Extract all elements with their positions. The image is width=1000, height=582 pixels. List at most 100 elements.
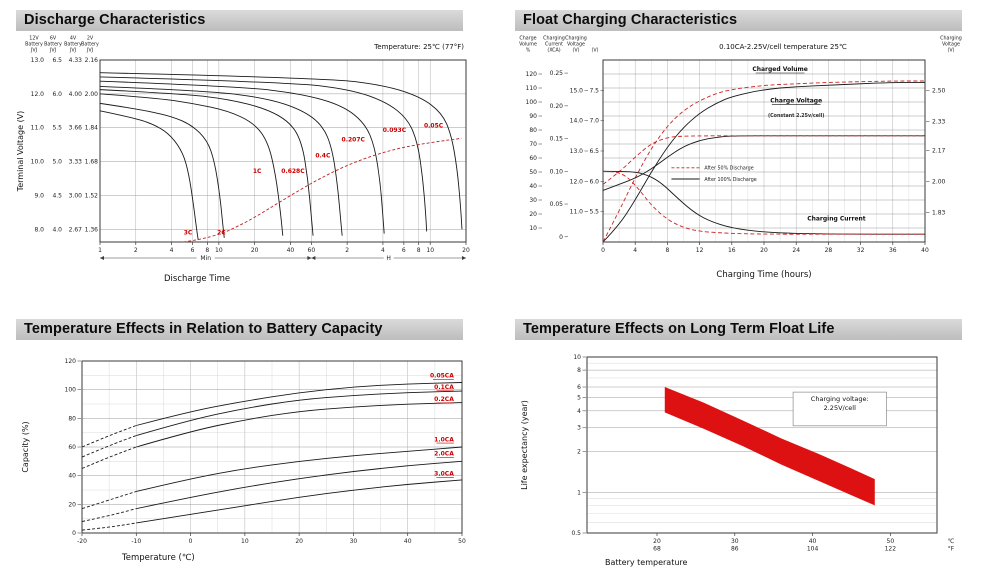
y-column-header: (V) xyxy=(572,48,579,54)
curve-label: 0.207C xyxy=(342,136,366,143)
y-column-header: JVJ xyxy=(49,48,56,54)
y-tick-label: 1 xyxy=(577,489,581,496)
discharge-x-axis: 1 2 4 6 8 10 20 40 60 2 4 6 8 10 20 Min H xyxy=(98,242,470,263)
series-2C xyxy=(99,102,225,238)
y-tick-label: 2 xyxy=(577,449,581,456)
y-tick-label: 2.16 xyxy=(85,57,99,64)
y-tick-label: 100 xyxy=(526,99,538,106)
capacity-x-axis-title: Temperature (℃) xyxy=(121,553,195,563)
x-tick-label: 20 xyxy=(295,538,303,545)
panel-float-life: Temperature Effects on Long Term Float L… xyxy=(515,319,986,578)
y-tick-label: 6.0 xyxy=(589,178,599,185)
x-tick-label: 1 xyxy=(98,247,102,254)
annotation-box-text: 2.25V/cell xyxy=(824,404,856,412)
y-column-header: Charging xyxy=(940,36,962,42)
y-tick-label: 12.0 xyxy=(31,91,45,98)
x-tick-label: 2 xyxy=(134,247,138,254)
y-tick-label: 20 xyxy=(68,501,76,508)
series-0.628C xyxy=(99,89,314,236)
x-tick-label-2: 122 xyxy=(885,546,897,553)
curve-label: 0.093C xyxy=(383,127,407,134)
x-tick-label: 40 xyxy=(921,247,929,254)
y-tick-label: 12.0 xyxy=(570,178,584,185)
x-tick-label: 40 xyxy=(287,247,295,254)
y-column-header: Charging xyxy=(543,36,565,42)
y-tick-label: 40 xyxy=(68,473,76,480)
life-y-column-0: 10 8 6 5 4 3 2 1 0.5 xyxy=(571,354,586,537)
y-tick-label: 6 xyxy=(577,384,581,391)
y-tick-label: 80 xyxy=(529,127,537,134)
y-tick-label: 15.0 xyxy=(570,87,584,94)
life-x-axis-title: Battery temperature xyxy=(605,558,688,567)
curve-label: 0.628C xyxy=(281,168,305,175)
series-0.1CA-low xyxy=(81,435,137,458)
life-annotation-box xyxy=(792,391,887,427)
series-3.0CA xyxy=(136,479,463,524)
y-column-header: 12V xyxy=(29,36,39,42)
y-column-header: JVJ xyxy=(69,48,76,54)
series-0.1CA xyxy=(136,390,463,436)
series-0.05CA xyxy=(136,382,463,426)
y-column-header: % xyxy=(526,48,531,54)
y-column-header: JVJ xyxy=(30,48,37,54)
x-tick-label: 60 xyxy=(308,247,316,254)
y-tick-label: 0.05 xyxy=(550,201,564,208)
y-tick-label: 4.5 xyxy=(52,192,62,199)
x-tick-label-2: 86 xyxy=(731,546,739,553)
y-tick-label: 120 xyxy=(65,358,77,365)
float-gridlines xyxy=(602,60,926,242)
x-tick-label: -20 xyxy=(77,538,87,545)
legend-label: After 100% Discharge xyxy=(704,177,756,183)
series-0.05C xyxy=(99,72,463,230)
y-tick-label: 20 xyxy=(529,211,537,218)
float-x-axis: 0 4 8 12 16 20 24 28 32 36 40 xyxy=(601,242,929,254)
section-title-discharge: Discharge Characteristics xyxy=(16,10,464,31)
y-tick-label: 6.0 xyxy=(52,91,62,98)
y-tick-label: 13.0 xyxy=(31,57,45,64)
x-section-label: H xyxy=(386,255,391,262)
x-tick-label: 30 xyxy=(350,538,358,545)
x-section-label: Min xyxy=(200,255,211,262)
y-column-header: (V) xyxy=(591,48,598,54)
legend-label: After 50% Discharge xyxy=(704,166,753,172)
curve-label: 2.0CA xyxy=(434,451,454,458)
curve-label: Charging Current xyxy=(807,215,866,222)
x-tick-label: 2 xyxy=(345,247,349,254)
series-0.093C xyxy=(99,76,428,232)
panel-float-charging: Float Charging Characteristics 0 4 8 12 16 20… xyxy=(515,10,986,311)
capacity-svg: -20 -10 0 10 20 30 40 501201008060402000.05CA0.… xyxy=(21,358,466,563)
y-tick-label: 3 xyxy=(577,425,581,432)
y-tick-label: 0 xyxy=(559,234,563,241)
y-tick-label: 10 xyxy=(529,225,537,232)
curve-label: 3C xyxy=(184,230,193,237)
x-tick-label: 8 xyxy=(665,247,669,254)
x-tick-label: 4 xyxy=(633,247,637,254)
x-tick-label-2: 104 xyxy=(807,546,819,553)
series-charge-voltage-100 xyxy=(602,135,925,191)
x-tick-label: 16 xyxy=(728,247,736,254)
capacity-series-group xyxy=(81,382,463,531)
y-tick-label: 0.25 xyxy=(550,70,564,77)
y-tick-label: 4 xyxy=(577,408,581,415)
y-column-header: Charging xyxy=(565,36,587,42)
discharge-gridlines xyxy=(99,59,467,242)
y-tick-label: 80 xyxy=(68,415,76,422)
y-tick-label: 2.67 xyxy=(69,226,83,233)
panel-discharge-characteristics: Discharge Characteristics 1 2 4 6 8 10 20 40 60 2… xyxy=(16,10,487,311)
series-charge-voltage-50 xyxy=(602,135,925,185)
y-tick-label: 2.17 xyxy=(932,147,946,154)
x-tick-label-2: 68 xyxy=(653,546,661,553)
y-tick-label: 3.33 xyxy=(69,159,83,166)
x-tick-label: 50 xyxy=(458,538,466,545)
curve-label: 1.0CA xyxy=(434,436,454,443)
section-title-float-life: Temperature Effects on Long Term Float L… xyxy=(515,319,963,340)
discharge-series-group xyxy=(99,72,463,243)
curve-label: 0.05C xyxy=(424,123,444,130)
y-tick-label: 1.84 xyxy=(85,125,99,132)
section-title-float-charging: Float Charging Characteristics xyxy=(515,10,963,31)
y-tick-label: 90 xyxy=(529,113,537,120)
x-unit-celsius: ℃ xyxy=(948,538,955,545)
y-tick-label: 7.0 xyxy=(589,118,599,125)
